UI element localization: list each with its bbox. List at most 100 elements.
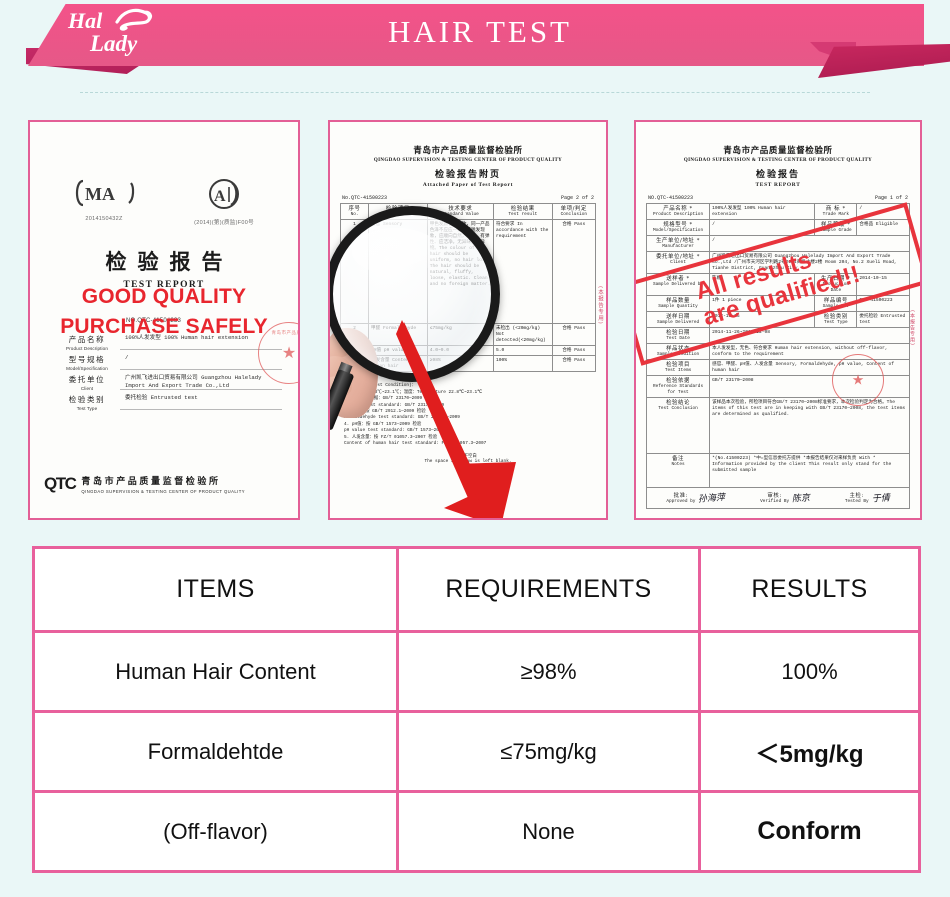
cal-icon: A bbox=[209, 179, 239, 209]
qtc-logo: QTC bbox=[44, 474, 77, 493]
row-label-en: Product Description bbox=[653, 211, 704, 217]
row-value: 该样品本次检验，所检项目符合GB/T 23170—2008标准要求，本次检验判定… bbox=[709, 397, 910, 454]
page-title: HAIR TEST bbox=[387, 14, 572, 49]
row-value: 100%人发发型 100% Human hair extension bbox=[709, 203, 816, 220]
header-requirements: REQUIREMENTS bbox=[396, 546, 701, 633]
row-value: 本人发发型，无色、符合要求 Human hair extension, with… bbox=[709, 343, 910, 360]
footer-org-cn: 青岛市产品质量监督检验所 bbox=[81, 477, 221, 487]
star-icon: ★ bbox=[281, 345, 297, 362]
field-label-cn: 型号规格 bbox=[68, 355, 106, 364]
sig-label-en: Verified By bbox=[760, 499, 790, 504]
sig-name: 孙海萍 bbox=[698, 493, 726, 505]
side-stamp-note: (本报告专用) bbox=[909, 310, 915, 346]
document-subtitle-en: Attached Paper of Test Report bbox=[422, 182, 514, 188]
report-number: NO.QTC-41500223 bbox=[648, 195, 694, 201]
table-row: 检验日期 Test Date 2014-11-26~2014-12-08 bbox=[645, 327, 910, 344]
cell-conclusion: 合格 Pass bbox=[551, 219, 597, 324]
footer-org-en: QINGDAO SUPERVISION & TESTING CENTER OF … bbox=[81, 489, 246, 494]
blank-notice-cn: 以下空白 bbox=[459, 454, 477, 460]
certificate-fields: 产品名称 Product Description 100%人发发型 100% H… bbox=[54, 334, 282, 414]
report-number: NO.QTC-4150#233 bbox=[126, 318, 182, 324]
row-label-cn: 产品名称 * bbox=[663, 205, 693, 212]
certificate-gallery: MA 2014150432Z A (2014)(第)(质监)F00号 检验报告 … bbox=[0, 120, 950, 520]
accreditation-marks: MA 2014150432Z A (2014)(第)(质监)F00号 bbox=[40, 178, 288, 226]
document-subtitle-cn: 检验报告附页 bbox=[434, 170, 501, 180]
signature-block: 批准: Approved by 孙海萍 审核: Verified By bbox=[647, 490, 909, 508]
sig-label-cn: 主检: bbox=[849, 493, 864, 499]
org-name-cn: 青岛市产品质量监督检验所 bbox=[413, 146, 523, 156]
note-line: 5. 人发含量：按 FZ/T 01057.3—2007 检验 bbox=[344, 434, 438, 440]
org-name-en: QINGDAO SUPERVISION & TESTING CENTER OF … bbox=[683, 158, 873, 163]
row-label2-en: Trade Mark bbox=[822, 211, 850, 217]
promo-line-1: GOOD QUALITY bbox=[81, 285, 247, 308]
cell-requirement: ≤75mg/kg bbox=[396, 710, 701, 793]
header-items: ITEMS bbox=[32, 546, 399, 633]
cell-result: ＜5mg/kg bbox=[698, 710, 921, 793]
table-row: 检验结论 Test Conclusion 该样品本次检验，所检项目符合GB/T 2… bbox=[645, 397, 910, 454]
table-row: 备注 Notes *(No.41500223) *中=型信息委托方提供 *本报告结… bbox=[645, 453, 910, 488]
document-header: 青岛市产品质量监督检验所 QINGDAO SUPERVISION & TESTI… bbox=[646, 144, 910, 188]
certificate-sheet: MA 2014150432Z A (2014)(第)(质监)F00号 检验报告 … bbox=[30, 122, 298, 518]
field-label-cn: 产品名称 bbox=[68, 335, 106, 344]
sig-name: 于倩 bbox=[871, 493, 890, 505]
brand-logo[interactable]: Hal Lady bbox=[62, 6, 180, 66]
document-subtitle-cn: 检验报告 bbox=[755, 170, 800, 180]
document-subtitle-en: TEST REPORT bbox=[755, 182, 801, 188]
table-row: Formaldehtde ≤75mg/kg ＜5mg/kg bbox=[32, 710, 921, 793]
table-row: 送样者 * Sample Delivered by 陈娜 生产日期 * Produc… bbox=[645, 273, 910, 296]
org-name-en: QINGDAO SUPERVISION & TESTING CENTER OF … bbox=[373, 158, 563, 163]
swirl-icon bbox=[114, 6, 154, 37]
certificate-card-cover[interactable]: MA 2014150432Z A (2014)(第)(质监)F00号 检验报告 … bbox=[28, 120, 300, 520]
note-line: pH value test standard: GB/T 1573—2009 bbox=[344, 428, 445, 434]
field-label-en: Test Type bbox=[76, 406, 98, 411]
cell-item: Formaldehtde bbox=[32, 710, 399, 793]
col-no: 序号 No. bbox=[339, 203, 370, 220]
report-detail-table: 产品名称 * Product Description 100%人发发型 100% … bbox=[645, 203, 910, 509]
certificate-footer: QTC 青岛市产品质量监督检验所 QINGDAO SUPERVISION & T… bbox=[44, 474, 288, 494]
cal-number: (2014)(第)(质监)F00号 bbox=[194, 220, 254, 226]
col-result: 检验结果 Test result bbox=[492, 203, 553, 220]
table-row: 送样日期 Sample Delivered 2014-11-25 检验类别 Test… bbox=[645, 311, 910, 328]
official-red-stamp: ★ bbox=[832, 354, 884, 406]
document-meta: No.QTC-41500223 Page 2 of 2 bbox=[340, 195, 596, 201]
row-value2: 委托检验 Entrusted test bbox=[856, 311, 910, 328]
sig-label-en: Tested By bbox=[844, 499, 869, 504]
row-label2-cn: 商 标 * bbox=[825, 205, 846, 212]
org-name-cn: 青岛市产品质量监督检验所 bbox=[723, 146, 833, 156]
field-value: / bbox=[120, 354, 282, 370]
stamp-label: 青岛市产品质量 bbox=[271, 330, 299, 335]
star-icon: ★ bbox=[851, 371, 865, 388]
note-line: 室温(温度)22.8℃~23.1℃；温度：Temperature 22.8℃~2… bbox=[344, 389, 483, 395]
cell-conclusion: 合格 Pass bbox=[551, 355, 597, 372]
sig-label-en: Approved by bbox=[666, 499, 696, 504]
certificate-sheet: 青岛市产品质量监督检验所 QINGDAO SUPERVISION & TESTI… bbox=[636, 122, 920, 518]
ribbon-body bbox=[28, 4, 924, 66]
certificate-card-attached-paper[interactable]: 青岛市产品质量监督检验所 QINGDAO SUPERVISION & TESTI… bbox=[328, 120, 608, 520]
field-label-en: Product Description bbox=[66, 346, 108, 351]
red-arrow-icon bbox=[382, 314, 562, 518]
note-line: Content of human hair test standard: FZ/… bbox=[344, 441, 487, 447]
note-line: 1. 检验条件(Test Condition)： bbox=[344, 383, 417, 389]
promo-overlay-text: GOOD QUALITY PURCHASE SAFELY bbox=[30, 282, 298, 342]
field-label-cn: 检验类别 bbox=[68, 395, 106, 404]
field-row: 委托单位 Client 广州凯飞进出口贸易有限公司 Guangzhou Hale… bbox=[54, 374, 282, 391]
sig-name: 陈京 bbox=[791, 493, 811, 505]
svg-text:MA: MA bbox=[85, 184, 115, 204]
page-indicator: Page 1 of 2 bbox=[874, 195, 908, 201]
certificate-title-cn: 检验报告 bbox=[105, 250, 234, 274]
promo-line-2: PURCHASE SAFELY bbox=[60, 315, 268, 338]
row-value: *(No.41500223) *中=型信息委托方提供 *本报告结果仅对来样负责 … bbox=[709, 453, 910, 488]
brand-name-line1: Hal bbox=[68, 8, 103, 33]
page-banner: Hal Lady HAIR TEST bbox=[0, 0, 950, 98]
results-summary-table: ITEMS REQUIREMENTS RESULTS Human Hair Co… bbox=[32, 546, 921, 873]
signature-approved: 批准: Approved by 孙海萍 bbox=[666, 493, 725, 505]
field-value: 广州凯飞进出口贸易有限公司 Guangzhou Halelady Import … bbox=[120, 374, 282, 390]
signature-tested: 主检: Tested By 于倩 bbox=[845, 493, 890, 505]
certificate-card-test-report[interactable]: 青岛市产品质量监督检验所 QINGDAO SUPERVISION & TESTI… bbox=[634, 120, 922, 520]
cell-item: Human Hair Content bbox=[32, 630, 399, 713]
brand-name-line2: Lady bbox=[90, 31, 138, 56]
note-line: 2. 感官检验依据：GB/T 23170—2009 bbox=[344, 396, 423, 402]
note-line: Sensory test standard: GB/T 23170—2009 bbox=[344, 402, 445, 408]
note-line: Formaldehyde test standard: GB/T 2912.1—… bbox=[344, 415, 460, 421]
table-row: Human Hair Content ≥98% 100% bbox=[32, 630, 921, 713]
